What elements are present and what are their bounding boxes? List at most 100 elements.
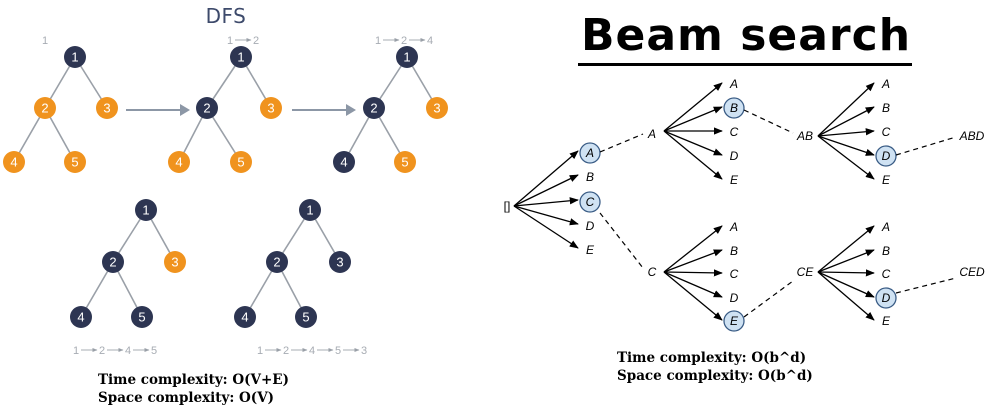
dfs-tree-4: 1 2 3 4 5 1 2 4 5 bbox=[70, 199, 186, 357]
dfs-node-label: 4 bbox=[175, 155, 182, 170]
dfs-node-1 bbox=[64, 46, 86, 68]
beam-selected-highlight bbox=[875, 287, 897, 309]
beam-ce-child-token: D bbox=[882, 291, 891, 305]
beam-expansion-arrow bbox=[513, 197, 579, 207]
dfs-node-label: 5 bbox=[71, 155, 78, 170]
dfs-node-label: 3 bbox=[267, 101, 274, 116]
beam-ce-child-token: A bbox=[881, 220, 890, 234]
beam-selected-highlight bbox=[579, 191, 601, 213]
beam-expansion-arrow bbox=[663, 271, 723, 298]
dfs-node-3 bbox=[260, 97, 282, 119]
beam-selection-link bbox=[599, 133, 644, 153]
beam-expansion-arrow bbox=[817, 271, 875, 298]
beam-ab-child-token: B bbox=[882, 101, 890, 115]
dfs-tree-5: 1 2 3 4 5 1 2 4 5 3 bbox=[234, 199, 367, 357]
dfs-node-label: 2 bbox=[370, 101, 377, 116]
dfs-node-label: 4 bbox=[241, 310, 248, 325]
beam-root: [] bbox=[504, 199, 511, 213]
beam-space-complexity: Space complexity: O(b^d) bbox=[617, 368, 813, 384]
beam-expansion-arrow bbox=[513, 205, 579, 226]
dfs-node-3 bbox=[329, 251, 351, 273]
dfs-node-label: 5 bbox=[138, 310, 145, 325]
dfs-node-4 bbox=[3, 151, 25, 173]
dfs-node-5 bbox=[295, 306, 317, 328]
dfs-traversal-sequence: 1 2 4 5 bbox=[73, 345, 157, 357]
beam-level1-token: B bbox=[586, 170, 594, 184]
dfs-traversal-sequence: 1 2 4 5 3 bbox=[257, 345, 367, 357]
dfs-time-complexity: Time complexity: O(V+E) bbox=[98, 372, 289, 388]
beam-c-child-token: B bbox=[730, 244, 738, 258]
dfs-node-label: 2 bbox=[109, 255, 116, 270]
beam-expansion-arrow bbox=[513, 205, 579, 249]
beam-a-child-token: E bbox=[730, 173, 739, 187]
dfs-node-2 bbox=[266, 251, 288, 273]
beam-expansion-arrow bbox=[663, 249, 723, 273]
dfs-sequence-step: 2 bbox=[401, 35, 407, 47]
beam-a-child-token: A bbox=[729, 77, 738, 91]
dfs-sequence-step: 1 bbox=[227, 35, 233, 47]
dfs-sequence-step: 1 bbox=[73, 345, 79, 357]
dfs-sequence-step: 2 bbox=[283, 345, 289, 357]
beam-ab-child-token: A bbox=[881, 77, 890, 91]
beam-level1-token: D bbox=[586, 219, 595, 233]
beam-expansion-arrow bbox=[817, 106, 875, 137]
beam-expansion-arrow bbox=[817, 128, 875, 137]
beam-result-label: ABD bbox=[959, 129, 985, 143]
dfs-node-label: 5 bbox=[302, 310, 309, 325]
beam-selected-highlight bbox=[579, 142, 601, 164]
dfs-node-2 bbox=[102, 251, 124, 273]
dfs-node-5 bbox=[131, 306, 153, 328]
beam-ce-child-token: C bbox=[882, 267, 891, 281]
beam-prefix-label: CE bbox=[797, 265, 815, 279]
dfs-node-label: 4 bbox=[10, 155, 17, 170]
beam-expansion-arrow bbox=[663, 130, 723, 156]
beam-selected-highlight bbox=[723, 97, 745, 119]
dfs-node-4 bbox=[234, 306, 256, 328]
dfs-title: DFS bbox=[205, 4, 247, 28]
dfs-traversal-sequence: 1 bbox=[42, 35, 48, 47]
beam-expansion-arrow bbox=[663, 225, 723, 273]
dfs-node-label: 2 bbox=[203, 101, 210, 116]
beam-prefix-label: C bbox=[648, 265, 657, 279]
beam-selected-highlight bbox=[723, 310, 745, 332]
beam-ab-child-token: C bbox=[882, 125, 891, 139]
beam-expansion-arrow bbox=[663, 271, 723, 321]
beam-ce-child-token: E bbox=[882, 314, 891, 328]
dfs-node-5 bbox=[64, 151, 86, 173]
beam-title-underline bbox=[578, 63, 912, 66]
dfs-node-1 bbox=[396, 46, 418, 68]
dfs-node-label: 1 bbox=[71, 50, 78, 65]
dfs-tree-2: 12 34 51 2 bbox=[168, 35, 282, 173]
beam-expansion-arrow bbox=[513, 174, 579, 207]
beam-complexity: Time complexity: O(b^d) Space complexity… bbox=[617, 349, 813, 385]
dfs-node-label: 3 bbox=[171, 255, 178, 270]
dfs-node-label: 4 bbox=[77, 310, 84, 325]
dfs-node-label: 1 bbox=[403, 50, 410, 65]
beam-selection-link bbox=[895, 277, 957, 294]
beam-expansion-arrow bbox=[513, 150, 579, 207]
dfs-sequence-step: 3 bbox=[361, 345, 367, 357]
beam-c-child-token: C bbox=[730, 267, 739, 281]
dfs-node-1 bbox=[135, 199, 157, 221]
dfs-node-3 bbox=[96, 97, 118, 119]
beam-search-title: Beam search bbox=[580, 10, 912, 61]
dfs-sequence-step: 1 bbox=[42, 35, 48, 47]
beam-c-child-token: D bbox=[730, 291, 739, 305]
dfs-node-4 bbox=[70, 306, 92, 328]
dfs-node-3 bbox=[426, 97, 448, 119]
dfs-node-2 bbox=[34, 97, 56, 119]
dfs-node-1 bbox=[299, 199, 321, 221]
beam-expansion-arrow bbox=[663, 106, 723, 132]
dfs-node-3 bbox=[164, 251, 186, 273]
dfs-node-label: 5 bbox=[237, 155, 244, 170]
dfs-node-2 bbox=[363, 97, 385, 119]
beam-expansion-arrow bbox=[663, 269, 723, 277]
dfs-complexity: Time complexity: O(V+E) Space complexity… bbox=[98, 371, 289, 407]
beam-expansion-arrow bbox=[663, 130, 723, 180]
dfs-sequence-step: 1 bbox=[375, 35, 381, 47]
beam-expansion-arrow bbox=[817, 225, 875, 273]
beam-c-child-token: E bbox=[730, 314, 739, 328]
